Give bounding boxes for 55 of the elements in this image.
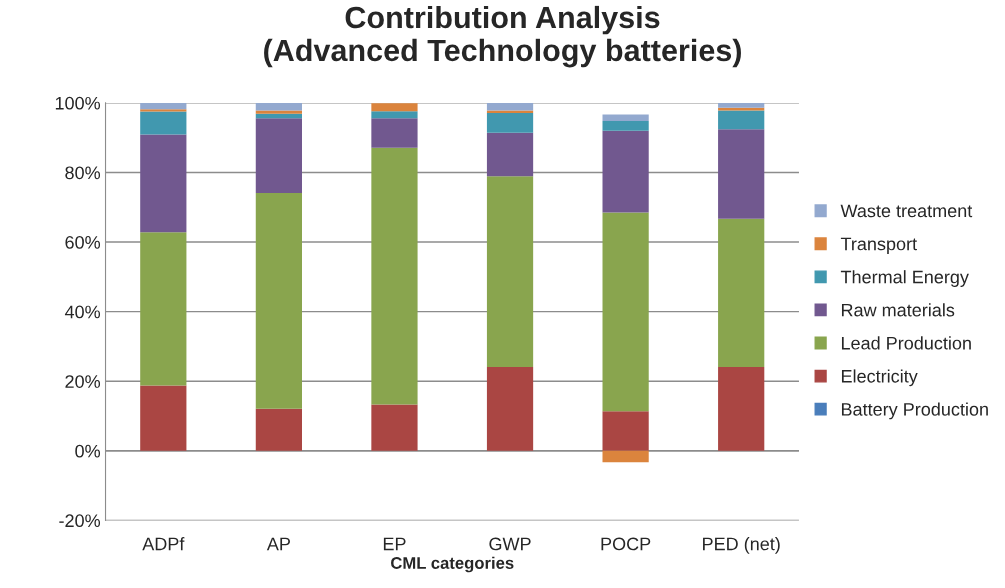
bar: [371, 103, 418, 112]
bar: [718, 218, 765, 367]
chart-title: Contribution Analysis (Advanced Technology batteries): [264, 5, 741, 68]
x-tick-label: ADPf: [142, 537, 185, 551]
bar: [371, 147, 418, 405]
x-tick-label: POCP: [601, 537, 651, 551]
bar: [255, 102, 302, 111]
bar: [602, 212, 649, 412]
y-tick-label: 80%: [65, 166, 101, 180]
bar: [486, 112, 534, 133]
legend-label: Lead Production: [841, 336, 971, 350]
x-tick-label: PED (net): [703, 537, 780, 554]
bar: [602, 411, 649, 451]
legend-label: Thermal Energy: [840, 270, 969, 287]
y-tick-label: 40%: [64, 305, 101, 319]
x-tick-label: EP: [383, 537, 406, 551]
y-tick-label: 20%: [65, 375, 101, 388]
bar: [140, 134, 187, 233]
bar: [718, 102, 765, 108]
bar: [486, 132, 534, 177]
bar: [255, 110, 302, 114]
bar: [255, 408, 302, 451]
y-tick-label: -20%: [59, 514, 101, 528]
y-tick-label: 60%: [65, 235, 101, 249]
bar: [486, 366, 534, 451]
x-tick-label: AP: [266, 537, 290, 551]
bar: [718, 366, 765, 451]
bar: [602, 120, 649, 131]
bar: [140, 385, 187, 451]
legend-label: Raw materials: [841, 303, 955, 317]
x-axis-title: CML categories: [391, 556, 514, 573]
legend-label: Transport: [840, 237, 917, 254]
bar: [602, 130, 649, 213]
bar: [486, 102, 534, 111]
bar: [718, 129, 765, 219]
bar: [371, 111, 418, 119]
bar: [718, 107, 765, 111]
y-tick-label: 100%: [55, 96, 101, 110]
bar: [140, 109, 187, 112]
bar: [140, 111, 187, 135]
y-tick-label: 0%: [75, 444, 101, 458]
bar: [486, 176, 534, 367]
legend-label: Waste treatment: [840, 204, 973, 218]
bar: [371, 404, 418, 451]
bar: [140, 102, 187, 110]
bar: [255, 118, 302, 194]
bar: [371, 118, 418, 148]
legend-label: Electricity: [841, 369, 918, 387]
bar: [255, 193, 302, 409]
bar: [718, 110, 765, 130]
x-tick-label: GWP: [489, 537, 531, 551]
bar: [602, 114, 649, 121]
bar: [140, 232, 187, 386]
bar: [602, 450, 649, 463]
legend-label: Battery Production: [841, 402, 988, 420]
